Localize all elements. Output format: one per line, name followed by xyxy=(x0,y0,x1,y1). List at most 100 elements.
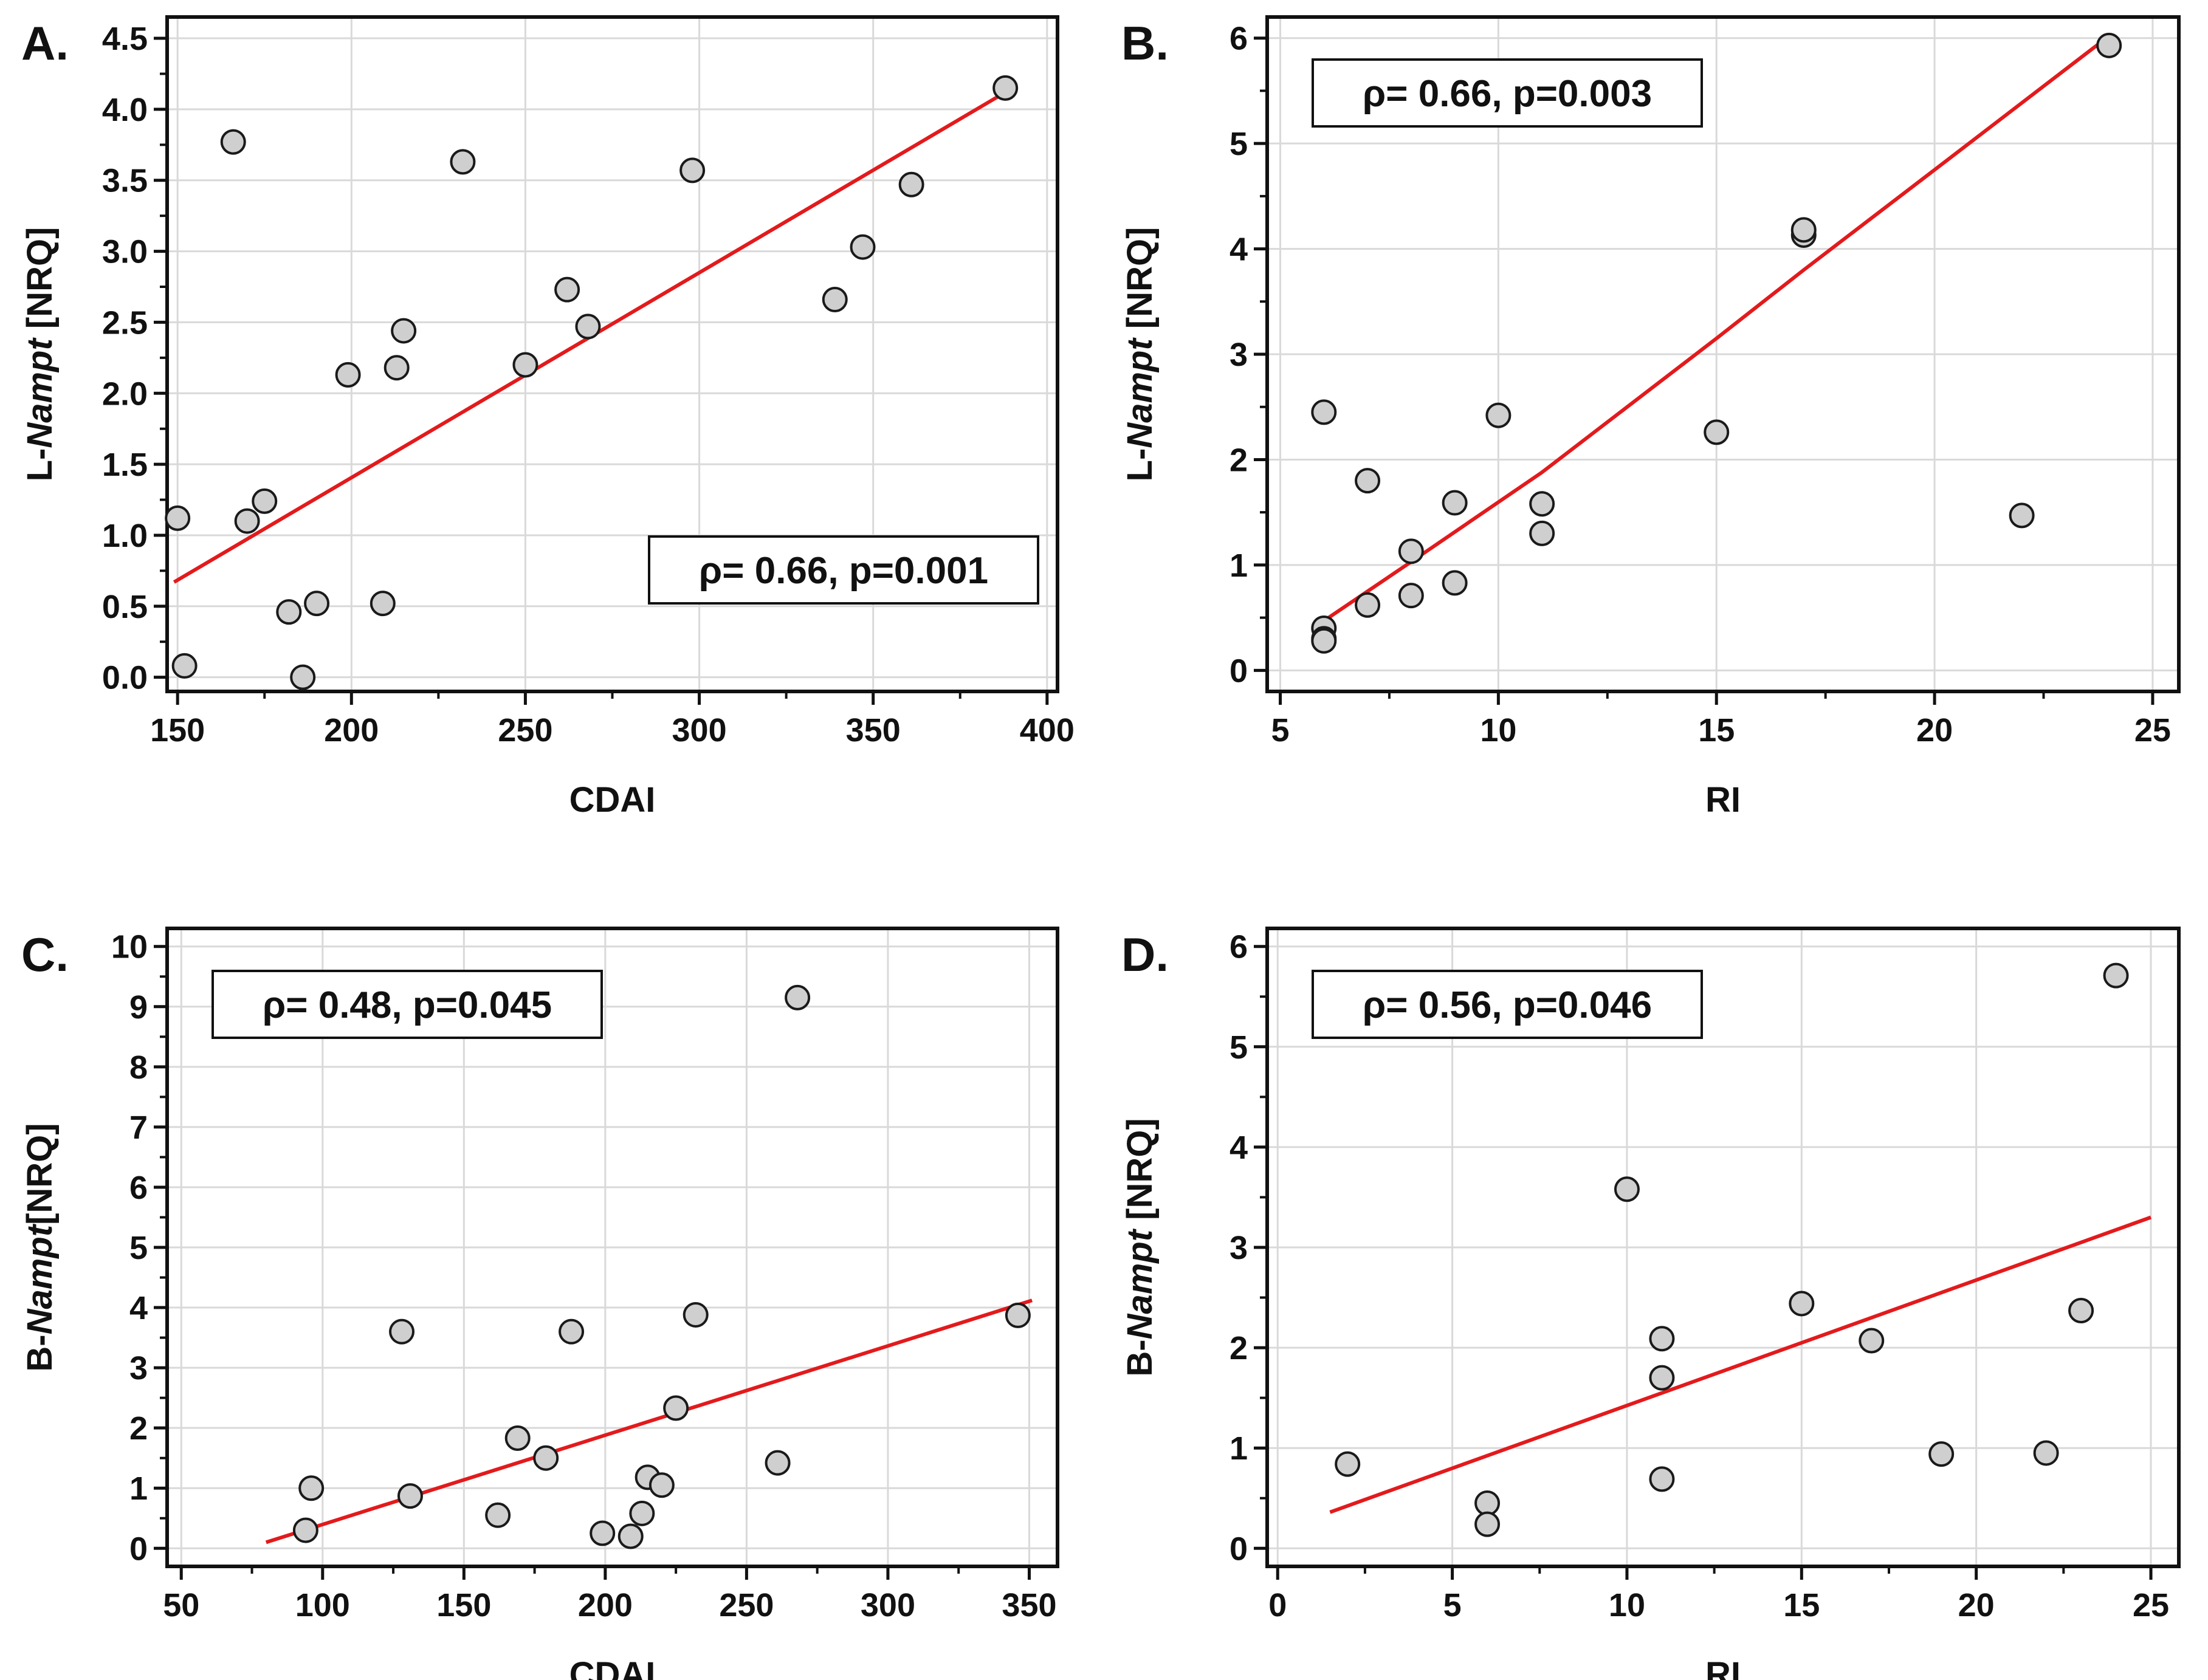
data-point xyxy=(1928,1441,1955,1467)
y-tick-label: 6 xyxy=(1230,21,1248,57)
data-point xyxy=(1649,1365,1675,1391)
data-point xyxy=(504,1425,531,1452)
x-tick-label: 20 xyxy=(1958,1587,1995,1623)
x-tick-label: 250 xyxy=(719,1587,774,1623)
y-tick-label: 5 xyxy=(129,1230,148,1266)
data-point xyxy=(1529,520,1555,546)
chart-panel-4: 0 5 10 15 20 25 0 1 2 3 4 5 6 RI B-Nampt [NRQ] D. ρ= 0.5… xyxy=(1120,927,2181,1680)
data-point xyxy=(1614,1176,1640,1202)
panel-label: B. xyxy=(1121,16,1169,70)
data-point xyxy=(1005,1302,1031,1328)
y-tick-label: 6 xyxy=(129,1170,148,1206)
data-point xyxy=(391,318,417,344)
data-point xyxy=(1398,583,1424,609)
data-point xyxy=(234,508,260,534)
y-axis-title: B-Nampt[NRQ] xyxy=(20,1123,60,1371)
y-axis-title-prefix: B- xyxy=(20,1334,60,1371)
data-point xyxy=(765,1450,791,1476)
data-point xyxy=(617,1523,644,1549)
data-point xyxy=(575,314,601,340)
regression-line xyxy=(1329,1215,2152,1514)
data-point xyxy=(2009,502,2035,529)
x-tick-label: 25 xyxy=(2134,712,2171,749)
data-point xyxy=(220,129,246,155)
data-point xyxy=(648,1472,675,1498)
y-axis-title-suffix: [NRQ] xyxy=(20,1123,60,1225)
data-point xyxy=(276,599,302,625)
correlation-text: ρ= 0.56, p=0.046 xyxy=(1363,984,1652,1026)
x-tick-label: 150 xyxy=(436,1587,491,1623)
x-axis-title: RI xyxy=(1705,780,1741,820)
x-axis-title: CDAI xyxy=(569,780,656,820)
y-tick-label: 7 xyxy=(129,1109,148,1146)
y-tick-label: 3 xyxy=(1230,337,1248,373)
data-point xyxy=(850,234,876,260)
data-point xyxy=(663,1395,689,1421)
data-point xyxy=(290,664,316,690)
data-point xyxy=(2096,32,2122,58)
y-tick-label: 9 xyxy=(129,989,148,1026)
data-point xyxy=(370,591,396,617)
data-point xyxy=(1335,1451,1361,1477)
chart-panel-2: 5 10 15 20 25 0 1 2 3 4 5 6 RI L-Nampt [NRQ] B. ρ= 0.66… xyxy=(1120,15,2181,820)
data-point xyxy=(822,287,848,313)
y-tick-label: 4 xyxy=(1230,231,1248,268)
panel-label: D. xyxy=(1121,928,1169,981)
y-axis-title-prefix: B- xyxy=(1120,1339,1160,1376)
x-tick-label: 250 xyxy=(498,712,552,749)
data-point xyxy=(1355,592,1381,618)
data-point xyxy=(165,505,191,531)
y-tick-label: 0 xyxy=(1230,653,1248,689)
data-point xyxy=(450,149,476,175)
y-tick-label: 10 xyxy=(111,929,148,965)
y-tick-label: 5 xyxy=(1230,126,1248,162)
x-tick-label: 0 xyxy=(1268,1587,1287,1623)
y-axis-title-suffix: [NRQ] xyxy=(20,227,60,339)
data-point xyxy=(304,591,330,617)
y-tick-label: 0 xyxy=(129,1531,148,1567)
x-tick-label: 200 xyxy=(324,712,379,749)
y-tick-label: 0.5 xyxy=(102,589,148,625)
data-point xyxy=(335,362,361,388)
data-point xyxy=(1649,1466,1675,1492)
data-point xyxy=(1859,1328,1885,1354)
panel-label: A. xyxy=(21,16,69,70)
data-point xyxy=(389,1318,415,1345)
y-tick-label: 1 xyxy=(1230,1430,1248,1467)
y-tick-label: 1 xyxy=(1230,547,1248,584)
y-axis-title-gene: Nampt xyxy=(20,1223,60,1334)
y-axis-title-suffix: [NRQ] xyxy=(1120,1118,1160,1230)
y-tick-label: 3.0 xyxy=(102,234,148,270)
x-tick-label: 100 xyxy=(295,1587,350,1623)
data-point xyxy=(554,276,580,303)
data-point xyxy=(785,984,811,1010)
chart-panel-1: 150 200 250 300 350 400 0.0 0.5 1.0 1.5 2.0 2.5 3.0 3… xyxy=(20,15,1075,820)
y-axis-title: B-Nampt [NRQ] xyxy=(1120,1118,1160,1376)
data-point xyxy=(1789,1291,1815,1317)
data-point xyxy=(1474,1490,1501,1516)
data-point xyxy=(1485,402,1512,428)
y-tick-label: 0 xyxy=(1230,1531,1248,1567)
y-tick-label: 4.0 xyxy=(102,92,148,128)
data-point xyxy=(590,1520,616,1546)
data-point xyxy=(2103,962,2129,989)
data-point xyxy=(298,1475,325,1501)
y-axis-title: L-Nampt [NRQ] xyxy=(20,227,60,482)
data-point xyxy=(1790,217,1817,243)
y-tick-label: 2.5 xyxy=(102,304,148,341)
correlation-text: ρ= 0.48, p=0.045 xyxy=(263,984,552,1026)
x-axis-title: RI xyxy=(1705,1655,1741,1680)
y-axis-title: L-Nampt [NRQ] xyxy=(1120,227,1160,482)
correlation-box xyxy=(1312,58,1703,128)
y-tick-label: 2.0 xyxy=(102,375,148,412)
data-point xyxy=(679,157,706,183)
y-axis-title-suffix: [NRQ] xyxy=(1120,227,1160,339)
y-axis-title-prefix: L- xyxy=(20,448,60,482)
data-point xyxy=(1529,491,1555,517)
x-tick-label: 15 xyxy=(1698,712,1735,749)
data-point xyxy=(683,1301,709,1328)
data-point xyxy=(252,488,278,514)
y-tick-label: 0.0 xyxy=(102,660,148,696)
y-tick-label: 4.5 xyxy=(102,21,148,57)
